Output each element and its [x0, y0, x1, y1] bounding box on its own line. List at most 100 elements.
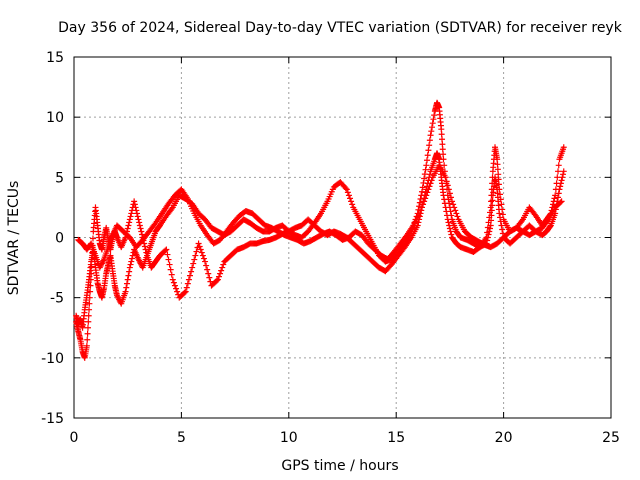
- data-point: [439, 141, 446, 148]
- data-point: [128, 255, 135, 262]
- data-point: [215, 273, 222, 280]
- y-tick-labels: -15 -10 -5 0 5 10 15: [41, 50, 64, 427]
- data-point: [417, 207, 424, 214]
- data-point: [123, 284, 130, 291]
- data-point: [342, 185, 349, 192]
- data-point: [124, 276, 131, 283]
- data-point: [560, 168, 567, 175]
- data-point: [218, 267, 225, 274]
- data-point: [446, 222, 453, 229]
- data-point: [126, 268, 133, 275]
- data-point: [84, 330, 91, 337]
- data-point: [205, 270, 212, 277]
- y-tick-label: 15: [46, 50, 64, 66]
- data-point: [429, 120, 436, 127]
- data-point: [349, 201, 356, 208]
- data-point: [424, 189, 431, 196]
- data-point: [181, 289, 188, 296]
- data-point: [419, 184, 426, 191]
- data-point: [190, 260, 197, 267]
- data-point: [418, 188, 425, 195]
- data-point: [170, 279, 177, 286]
- data-point: [139, 231, 146, 238]
- data-point: [499, 211, 506, 218]
- data-point: [557, 199, 564, 206]
- data-point: [173, 285, 180, 292]
- data-point: [454, 213, 461, 220]
- data-point: [214, 276, 221, 283]
- y-tick-label: 5: [55, 170, 64, 186]
- data-point: [344, 189, 351, 196]
- data-point: [125, 222, 132, 229]
- data-point: [87, 282, 94, 289]
- data-point: [424, 152, 431, 159]
- data-point: [219, 264, 226, 271]
- data-point: [162, 247, 169, 254]
- data-point: [427, 132, 434, 139]
- y-tick-label: 10: [46, 110, 64, 126]
- data-point: [122, 288, 129, 295]
- data-point: [423, 162, 430, 169]
- data-point: [494, 156, 501, 163]
- data-point: [450, 201, 457, 208]
- data-points: [73, 99, 567, 361]
- data-point: [488, 198, 495, 205]
- data-point: [559, 174, 566, 181]
- data-point: [200, 255, 207, 262]
- data-point: [185, 276, 192, 283]
- data-point: [127, 213, 134, 220]
- data-point: [164, 251, 171, 258]
- data-point: [448, 231, 455, 238]
- data-point: [423, 157, 430, 164]
- data-point: [415, 219, 422, 226]
- data-point: [445, 186, 452, 193]
- data-point: [441, 196, 448, 203]
- data-point: [421, 171, 428, 178]
- data-point: [426, 183, 433, 190]
- data-point: [165, 256, 172, 263]
- data-point: [498, 201, 505, 208]
- data-point: [441, 200, 448, 207]
- data-point: [496, 210, 503, 217]
- data-point: [557, 183, 564, 190]
- data-point: [425, 147, 432, 154]
- data-point: [128, 258, 135, 265]
- data-point: [189, 264, 196, 271]
- data-point: [555, 168, 562, 175]
- data-point: [439, 146, 446, 153]
- data-point: [487, 222, 494, 229]
- data-point: [131, 198, 138, 205]
- data-point: [550, 201, 557, 208]
- data-point: [197, 246, 204, 253]
- data-point: [497, 218, 504, 225]
- data-point: [494, 161, 501, 168]
- x-tick-labels: 0 5 10 15 20 25: [70, 430, 620, 446]
- data-point: [83, 342, 90, 349]
- data-point: [444, 182, 451, 189]
- y-tick-label: 0: [55, 231, 64, 247]
- data-point: [86, 294, 93, 301]
- data-point: [132, 204, 139, 211]
- data-point: [171, 282, 178, 289]
- data-point: [86, 300, 93, 307]
- data-point: [167, 266, 174, 273]
- data-point: [551, 195, 558, 202]
- data-point: [484, 234, 491, 241]
- data-point: [195, 240, 202, 247]
- data-point: [85, 318, 92, 325]
- x-tick-label: 20: [495, 430, 513, 446]
- data-point: [422, 195, 429, 202]
- x-tick-label: 15: [387, 430, 405, 446]
- data-point: [445, 219, 452, 226]
- data-point: [444, 212, 451, 219]
- data-point: [558, 177, 565, 184]
- data-point: [198, 249, 205, 256]
- data-point: [85, 312, 92, 319]
- data-point: [555, 194, 562, 201]
- data-point: [427, 180, 434, 187]
- data-point: [207, 278, 214, 285]
- data-point: [446, 225, 453, 232]
- x-tick-label: 10: [280, 430, 298, 446]
- data-point: [488, 217, 495, 224]
- chart-title: Day 356 of 2024, Sidereal Day-to-day VTE…: [58, 20, 623, 36]
